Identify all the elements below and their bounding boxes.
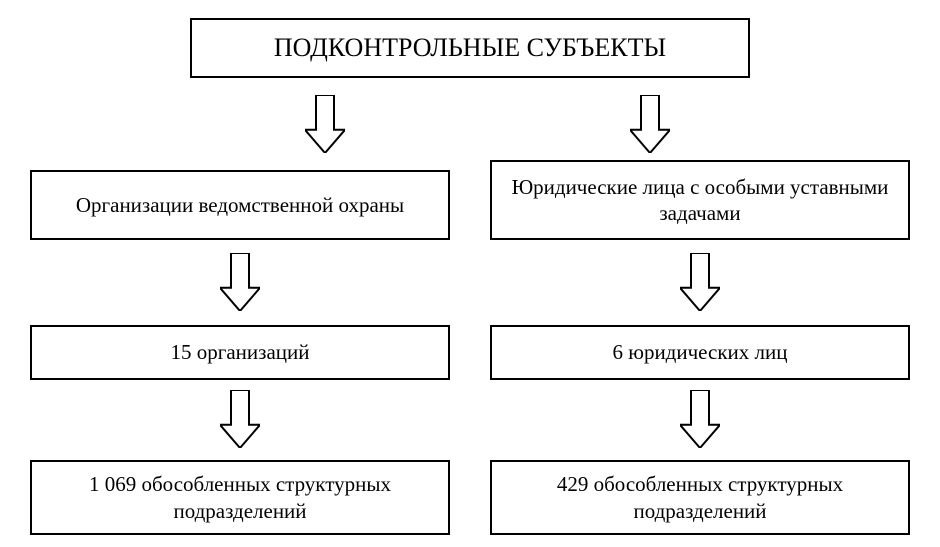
node-right-level1: Юридические лица с особыми уставными зад… [490, 160, 910, 240]
arrow-down-icon [680, 390, 720, 448]
arrow-down-icon [305, 95, 345, 153]
node-left-level1: Организации ведомственной охраны [30, 170, 450, 240]
flowchart-canvas: ПОДКОНТРОЛЬНЫЕ СУБЪЕКТЫ Организации ведо… [0, 0, 940, 547]
arrow-down-icon [220, 390, 260, 448]
node-left-level3-label: 1 069 обособленных структурных подраздел… [42, 471, 438, 524]
node-right-level2-label: 6 юридических лиц [613, 339, 788, 365]
arrow-down-icon [680, 253, 720, 311]
node-right-level1-label: Юридические лица с особыми уставными зад… [502, 174, 898, 227]
node-root-label: ПОДКОНТРОЛЬНЫЕ СУБЪЕКТЫ [274, 32, 666, 65]
node-left-level2: 15 организаций [30, 325, 450, 380]
node-left-level2-label: 15 организаций [171, 339, 310, 365]
node-root: ПОДКОНТРОЛЬНЫЕ СУБЪЕКТЫ [190, 18, 750, 78]
node-left-level1-label: Организации ведомственной охраны [76, 192, 404, 218]
arrow-down-icon [220, 253, 260, 311]
arrow-down-icon [630, 95, 670, 153]
node-right-level3: 429 обособленных структурных подразделен… [490, 460, 910, 535]
node-right-level2: 6 юридических лиц [490, 325, 910, 380]
node-left-level3: 1 069 обособленных структурных подраздел… [30, 460, 450, 535]
node-right-level3-label: 429 обособленных структурных подразделен… [502, 471, 898, 524]
